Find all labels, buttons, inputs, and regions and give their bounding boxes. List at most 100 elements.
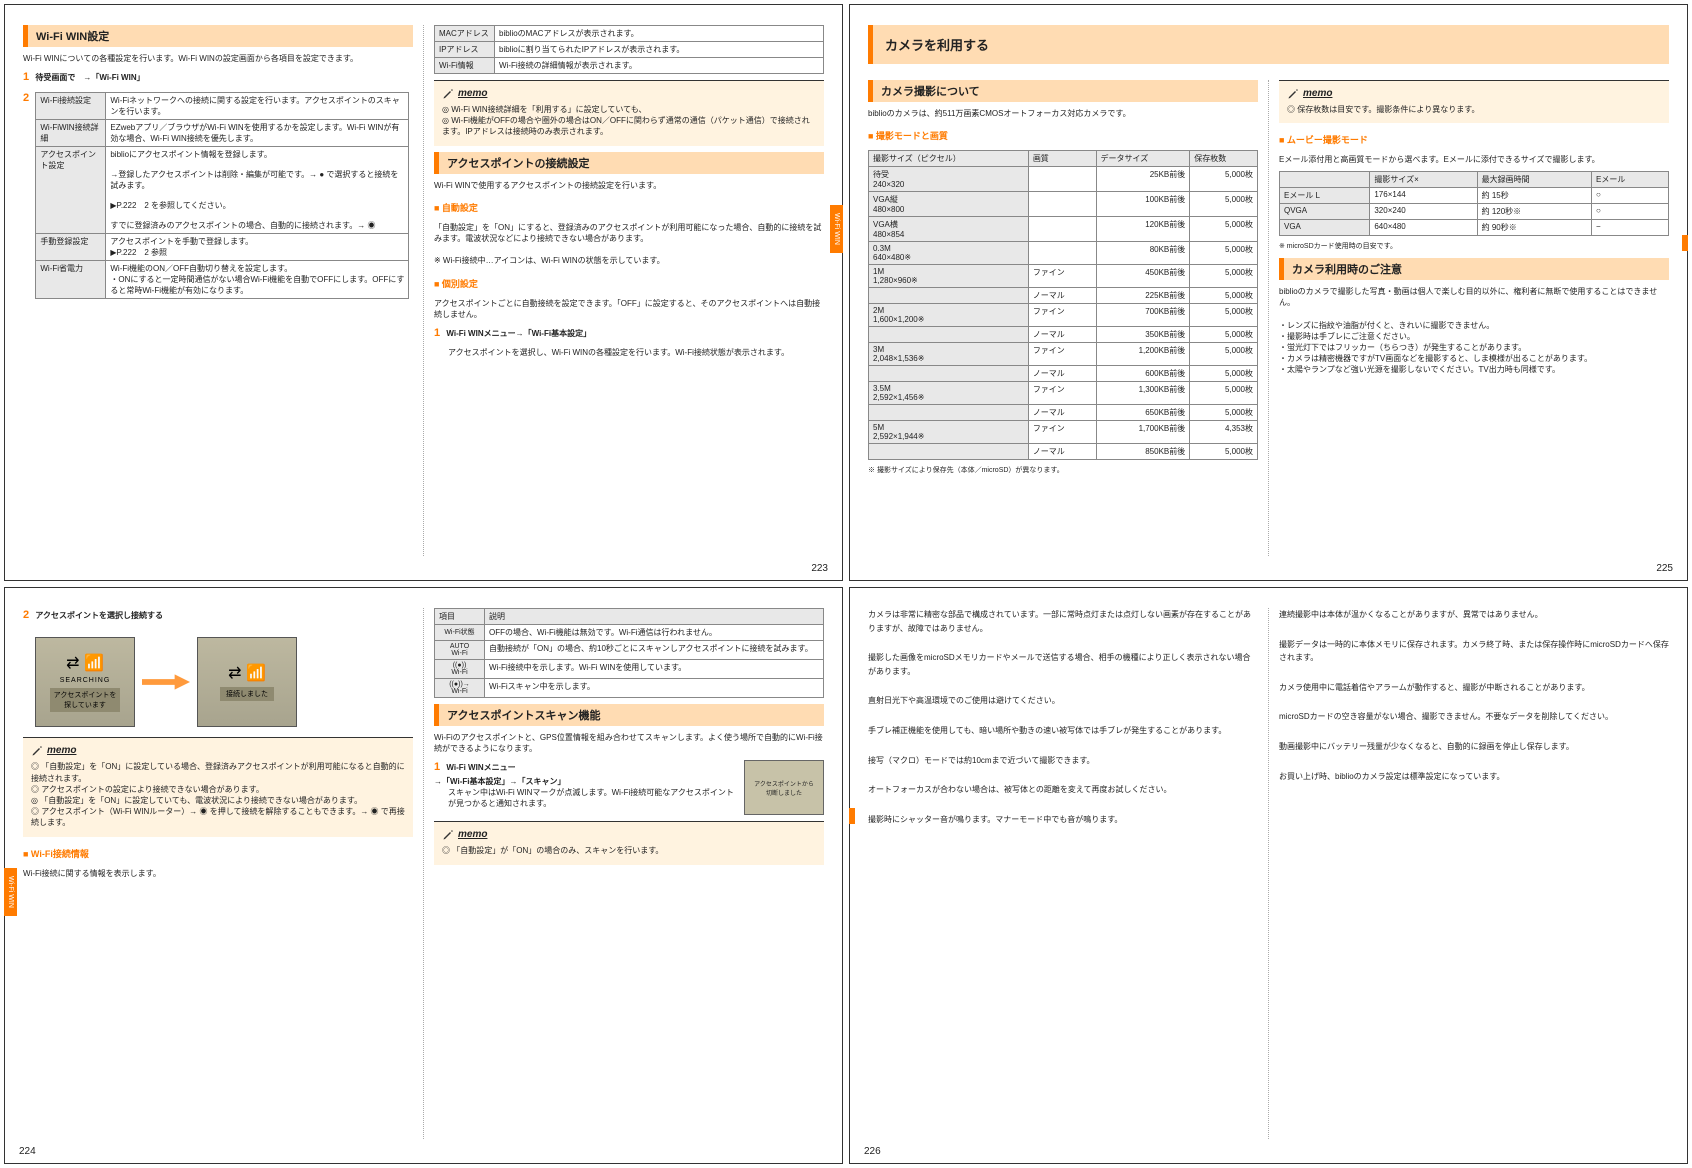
table-cell: 5,000枚 [1190,167,1258,192]
table-cell: 5,000枚 [1190,304,1258,327]
p224-left-col: 2 アクセスポイントを選択し接続する ⇄ 📶 SEARCHING アクセスポイン… [23,608,413,1139]
table-head: 説明 [485,609,824,625]
table-row-label: 2M 1,600×1,200※ [869,304,1029,327]
table-cell: 80KB前後 [1096,242,1190,265]
table-cell: ファイン [1028,382,1096,405]
p225-foot1: ※ 撮影サイズにより保存先（本体／microSD）が異なります。 [868,466,1258,476]
table-head: データサイズ [1096,151,1190,167]
p225-h2-text: biblioのカメラで撮影した写真・動画は個人で楽しむ目的以外に、権利者に無断で… [1279,286,1669,376]
p224-right-col: 項目説明Wi-Fi状態OFFの場合、Wi-Fi機能は無効です。Wi-Fi通信は行… [434,608,824,1139]
paragraph: お買い上げ時、biblioのカメラ設定は標準設定になっています。 [1279,770,1669,784]
table-head: 撮影サイズ（ピクセル） [869,151,1029,167]
table-cell: − [1592,220,1669,236]
table-row-label: 5M 2,592×1,944※ [869,421,1029,444]
table-cell: 25KB前後 [1096,167,1190,192]
p224-h2-text: Wi-Fiのアクセスポイントと、GPS位置情報を組み合わせてスキャンします。よく… [434,732,824,754]
p224-sub: ■ Wi-Fi接続情報 [23,847,413,860]
step-number: 2 [23,92,29,104]
table-row-icon: AUTO Wi-Fi [435,641,485,660]
table-row-label [869,327,1029,343]
pencil-icon [442,88,454,100]
p225-right-col: memo ◎ 保存枚数は目安です。撮影条件により異なります。 ■ ムービー撮影モ… [1279,80,1669,556]
shot-text: SEARCHING [60,677,111,684]
table-cell: 176×144 [1370,188,1477,204]
p223-sub1-text: 「自動設定」を「ON」にすると、登録済みのアクセスポイントが利用可能になった場合… [434,222,824,267]
table-row-label: アクセスポイント設定 [36,146,106,233]
page-225: カメラを利用する カメラ撮影について biblioのカメラは、約511万画素CM… [849,4,1688,581]
table-row-label: 手動登録設定 [36,233,106,260]
wifi-icon: ⇄ 📶 [66,653,104,673]
step-number: 2 [23,609,29,621]
table-row-label: VGA [1280,220,1370,236]
table-cell [1028,167,1096,192]
table-cell: 5,000枚 [1190,327,1258,343]
paragraph: 撮影時にシャッター音が鳴ります。マナーモード中でも音が鳴ります。 [868,813,1258,827]
table-row-icon: ((●)) Wi-Fi [435,660,485,679]
table-row-label: Wi-Fi省電力 [36,260,106,298]
p223-memo-text: ◎ Wi-Fi WIN接続詳細を「利用する」に設定していても、 ◎ Wi-Fi機… [442,105,810,136]
p226-left-col: カメラは非常に精密な部品で構成されています。一部に常時点灯または点灯しない画素が… [868,608,1258,1139]
table-row-label: 3M 2,048×1,536※ [869,343,1029,366]
memo-heading: memo [31,744,405,758]
p223-sub2: ■ 個別設定 [434,277,824,290]
p224-step2: 2 アクセスポイントを選択し接続する [23,608,413,623]
thumb-tab [1682,235,1688,251]
table-cell [1028,242,1096,265]
paragraph: 連続撮影中は本体が温かくなることがありますが、異常ではありません。 [1279,608,1669,622]
step-number: 1 [434,761,440,773]
p225-h1-text: biblioのカメラは、約511万画素CMOSオートフォーカス対応カメラです。 [868,108,1258,119]
arrow-icon [141,672,191,692]
table-row-desc: biblioにアクセスポイント情報を登録します。 →登録したアクセスポイントは削… [106,146,409,233]
table-head: 項目 [435,609,485,625]
memo-heading: memo [442,828,816,842]
pencil-icon [31,745,43,757]
table-row-desc: Wi-Fi接続の詳細情報が表示されます。 [495,58,824,74]
p224-sub-text: Wi-Fi接続に関する情報を表示します。 [23,868,413,879]
mini-text: アクセスポイントから 切断しました [754,779,814,797]
p223-sub2-text: アクセスポイントごとに自動接続を設定できます。「OFF」に設定すると、そのアクセ… [434,298,824,320]
step-number: 1 [23,71,29,83]
table-cell: 320×240 [1370,204,1477,220]
table-cell [1028,192,1096,217]
table-cell: 600KB前後 [1096,366,1190,382]
p223-step1: 1 待受画面で →「Wi-Fi WIN」 [23,70,413,85]
page-223: Wi-Fi WIN設定 Wi-Fi WINについての各種設定を行います。Wi-F… [4,4,843,581]
p225-sub2: ■ ムービー撮影モード [1279,133,1669,146]
memo-heading: memo [1287,87,1661,101]
p226-right-col: 連続撮影中は本体が温かくなることがありますが、異常ではありません。撮影データは一… [1279,608,1669,1139]
paragraph: カメラは非常に精密な部品で構成されています。一部に常時点灯または点灯しない画素が… [868,608,1258,635]
table-cell: 5,000枚 [1190,217,1258,242]
p224-step1: 1 Wi-Fi WINメニュー →「Wi-Fi基本設定」→「スキャン」 [434,760,736,787]
table-cell: 640×480 [1370,220,1477,236]
p225-sub1: ■ 撮影モードと画質 [868,129,1258,142]
table-head [1280,172,1370,188]
table-cell: 5,000枚 [1190,405,1258,421]
page-number: 224 [19,1146,36,1157]
table-row-desc: Wi-Fi機能のON／OFF自動切り替えを設定します。 ・ONにすると一定時間通… [106,260,409,298]
p225-memo-text: ◎ 保存枚数は目安です。撮影条件により異なります。 [1287,105,1479,114]
p225-memo: memo ◎ 保存枚数は目安です。撮影条件により異なります。 [1279,80,1669,123]
table-cell: 650KB前後 [1096,405,1190,421]
p224-memo2: memo ◎ 「自動設定」が「ON」の場合のみ、スキャンを行います。 [434,821,824,864]
p223-step2-row: 2 Wi-Fi接続設定Wi-Fiネットワークへの接続に関する設定を行います。アク… [23,92,413,299]
table-cell: 5,000枚 [1190,382,1258,405]
paragraph: 撮影データは一時的に本体メモリに保存されます。カメラ終了時、または保存操作時にm… [1279,638,1669,665]
screenshot-connected: ⇄ 📶 接続しました [197,637,297,727]
p224-memo1: memo ◎ 「自動設定」を「ON」に設定している場合、登録済みアクセスポイント… [23,737,413,836]
table-cell: 5,000枚 [1190,366,1258,382]
thumb-tab: Wi-Fi WIN [4,868,17,916]
p223-memo: memo ◎ Wi-Fi WIN接続詳細を「利用する」に設定していても、 ◎ W… [434,80,824,146]
table-cell: 350KB前後 [1096,327,1190,343]
table-cell: 450KB前後 [1096,265,1190,288]
thumb-tab [849,808,855,824]
p224-step2-text: アクセスポイントを選択し接続する [35,611,163,620]
p223-left-col: Wi-Fi WIN設定 Wi-Fi WINについての各種設定を行います。Wi-F… [23,25,413,556]
p223-settings-table: Wi-Fi接続設定Wi-Fiネットワークへの接続に関する設定を行います。アクセス… [35,92,409,299]
p225-foot2: ※ microSDカード使用時の目安です。 [1279,242,1669,252]
column-divider [423,608,424,1139]
table-cell: ファイン [1028,304,1096,327]
page-number: 226 [864,1146,881,1157]
memo-heading: memo [442,87,816,101]
table-row-label: Wi-Fi情報 [435,58,495,74]
table-cell: ファイン [1028,421,1096,444]
